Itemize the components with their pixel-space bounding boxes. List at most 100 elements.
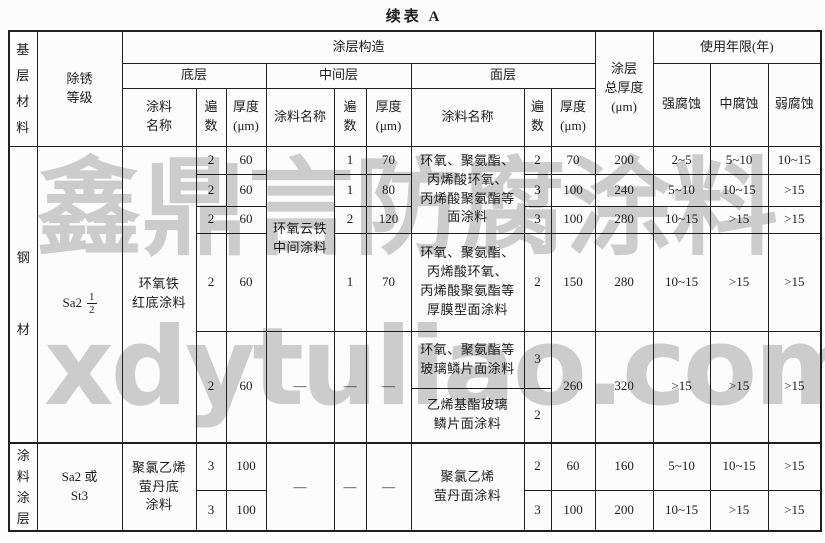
cell-medium-life: >15 bbox=[709, 205, 769, 234]
cell-middle-thickness-dash: — bbox=[365, 330, 412, 444]
cell-weak-life: >15 bbox=[767, 205, 822, 234]
cell-middle-passes: 1 bbox=[333, 232, 367, 332]
header-face-coating-name: 涂料名称 bbox=[410, 87, 525, 147]
header-bottom-layer: 底层 bbox=[121, 62, 267, 89]
header-rust-grade: 除锈 等级 bbox=[36, 30, 123, 147]
cell-bottom-passes: 2 bbox=[195, 173, 227, 207]
table-row: 3 100 3 100 200 10~15 >15 >15 bbox=[9, 489, 822, 532]
cell-middle-passes: 1 bbox=[333, 145, 367, 175]
cell-middle-passes: 2 bbox=[333, 205, 367, 234]
cell-bottom-passes: 2 bbox=[195, 330, 227, 444]
cell-face-thickness: 70 bbox=[550, 145, 596, 175]
cell-rust-grade-coating: Sa2 或 St3 bbox=[36, 442, 123, 532]
cell-weak-life: >15 bbox=[767, 232, 822, 332]
cell-face-name: 聚氯乙烯 萤丹面涂料 bbox=[410, 442, 525, 532]
table-row: 2 60 1 70 环氧、聚氨酯、 丙烯酸环氧、 丙烯酸聚氨酯等 厚膜型面涂料 … bbox=[9, 232, 822, 332]
cell-base-material-steel: 钢 材 bbox=[8, 145, 38, 444]
cell-face-passes: 2 bbox=[523, 232, 552, 332]
cell-total-thickness: 200 bbox=[594, 145, 654, 175]
header-strong-corrosion: 强腐蚀 bbox=[652, 62, 711, 147]
table-row: 2 60 2 120 3 100 280 10~15 >15 >15 bbox=[9, 205, 822, 234]
header-bottom-passes: 遍 数 bbox=[195, 87, 227, 147]
header-bottom-thickness: 厚度 (μm) bbox=[225, 87, 267, 147]
cell-middle-name: 环氧云铁 中间涂料 bbox=[265, 145, 335, 332]
cell-total-thickness: 280 bbox=[594, 205, 654, 234]
cell-bottom-passes: 2 bbox=[195, 205, 227, 234]
cell-strong-life: 2~5 bbox=[652, 145, 711, 175]
header-weak-corrosion: 弱腐蚀 bbox=[767, 62, 822, 147]
cell-total-thickness: 160 bbox=[594, 441, 654, 491]
cell-bottom-thickness: 100 bbox=[225, 489, 267, 532]
cell-face-thickness: 150 bbox=[550, 232, 596, 332]
fraction-numerator: 1 bbox=[87, 290, 97, 305]
cell-bottom-passes: 2 bbox=[195, 232, 227, 332]
cell-total-thickness: 320 bbox=[594, 330, 654, 444]
table-row: 2 60 1 80 3 100 240 5~10 10~15 >15 bbox=[9, 173, 822, 207]
cell-strong-life: >15 bbox=[652, 330, 711, 444]
cell-total-thickness: 280 bbox=[594, 232, 654, 332]
cell-bottom-thickness: 100 bbox=[225, 441, 267, 491]
cell-face-thickness: 100 bbox=[550, 489, 596, 532]
cell-middle-name-dash: — bbox=[265, 442, 335, 532]
cell-middle-name-dash: — bbox=[265, 330, 335, 444]
cell-face-thickness: 60 bbox=[550, 441, 596, 491]
cell-bottom-name: 聚氯乙烯 萤丹底 涂料 bbox=[121, 442, 197, 532]
cell-bottom-thickness: 60 bbox=[225, 330, 267, 444]
cell-face-passes: 3 bbox=[523, 205, 552, 234]
cell-rust-grade-steel: Sa2 1 2 bbox=[36, 145, 123, 444]
header-middle-coating-name: 涂料名称 bbox=[265, 87, 335, 147]
page-title: 续表 A bbox=[385, 9, 443, 25]
cell-middle-thickness: 80 bbox=[365, 173, 412, 207]
cell-strong-life: 10~15 bbox=[652, 489, 711, 532]
cell-medium-life: >15 bbox=[709, 232, 769, 332]
table-row: 涂 料 涂 层 Sa2 或 St3 聚氯乙烯 萤丹底 涂料 3 100 — — … bbox=[8, 441, 822, 532]
cell-total-thickness: 240 bbox=[594, 173, 654, 207]
cell-face-passes: 3 bbox=[523, 330, 552, 389]
cell-weak-life: >15 bbox=[767, 489, 822, 532]
cell-medium-life: 5~10 bbox=[709, 145, 769, 175]
coating-spec-table: 基 层 材 料 除锈 等级 涂层构造 涂层 总厚度 (μm) 使用年限(年) 底… bbox=[8, 30, 823, 532]
cell-strong-life: 5~10 bbox=[652, 441, 711, 491]
cell-middle-passes-dash: — bbox=[333, 442, 367, 532]
header-medium-corrosion: 中腐蚀 bbox=[709, 62, 769, 147]
header-middle-thickness: 厚度 (μm) bbox=[365, 87, 412, 147]
cell-face-name: 环氧、聚氨酯、 丙烯酸环氧、 丙烯酸聚氨酯等 厚膜型面涂料 bbox=[410, 232, 525, 332]
cell-weak-life: >15 bbox=[767, 330, 822, 444]
cell-total-thickness: 200 bbox=[594, 489, 654, 532]
cell-bottom-passes: 2 bbox=[195, 145, 227, 175]
fraction-denominator: 2 bbox=[89, 304, 95, 317]
cell-face-name: 环氧、聚氨酯等 玻璃鳞片面涂料 bbox=[410, 330, 525, 389]
cell-face-passes: 3 bbox=[523, 173, 552, 207]
cell-face-passes: 3 bbox=[523, 489, 552, 532]
cell-face-name: 环氧、聚氨酯、 丙烯酸环氧、 丙烯酸聚氨酯等 面涂料 bbox=[410, 145, 525, 234]
cell-weak-life: >15 bbox=[767, 441, 822, 491]
cell-base-material-coating: 涂 料 涂 层 bbox=[8, 442, 38, 532]
cell-face-thickness: 260 bbox=[550, 330, 596, 444]
header-middle-layer: 中间层 bbox=[265, 62, 412, 89]
cell-face-passes: 2 bbox=[523, 145, 552, 175]
header-row-3: 涂料 名称 遍 数 厚度 (μm) 涂料名称 遍 数 厚度 (μm) 涂料名称 … bbox=[9, 87, 821, 147]
cell-bottom-thickness: 60 bbox=[225, 205, 267, 234]
cell-middle-thickness-dash: — bbox=[365, 442, 412, 532]
cell-bottom-thickness: 60 bbox=[225, 232, 267, 332]
cell-weak-life: 10~15 bbox=[767, 145, 822, 175]
cell-bottom-passes: 3 bbox=[195, 441, 227, 491]
cell-middle-thickness: 120 bbox=[365, 205, 412, 234]
header-face-layer: 面层 bbox=[410, 62, 596, 89]
header-coating-structure: 涂层构造 bbox=[121, 30, 596, 64]
cell-bottom-thickness: 60 bbox=[225, 173, 267, 207]
cell-face-passes: 2 bbox=[523, 441, 552, 491]
header-bottom-coating-name: 涂料 名称 bbox=[121, 87, 197, 147]
cell-middle-thickness: 70 bbox=[365, 145, 412, 175]
header-total-thickness: 涂层 总厚度 (μm) bbox=[594, 30, 654, 147]
cell-medium-life: 10~15 bbox=[709, 173, 769, 207]
header-row-2: 底层 中间层 面层 强腐蚀 中腐蚀 弱腐蚀 bbox=[9, 62, 822, 147]
cell-medium-life: >15 bbox=[709, 330, 769, 444]
cell-strong-life: 10~15 bbox=[652, 232, 711, 332]
cell-face-thickness: 100 bbox=[550, 205, 596, 234]
cell-bottom-name: 环氧铁 红底涂料 bbox=[121, 145, 197, 444]
header-service-life: 使用年限(年) bbox=[652, 30, 822, 64]
cell-bottom-thickness: 60 bbox=[225, 145, 267, 175]
header-row-1: 基 层 材 料 除锈 等级 涂层构造 涂层 总厚度 (μm) 使用年限(年) bbox=[8, 30, 822, 147]
